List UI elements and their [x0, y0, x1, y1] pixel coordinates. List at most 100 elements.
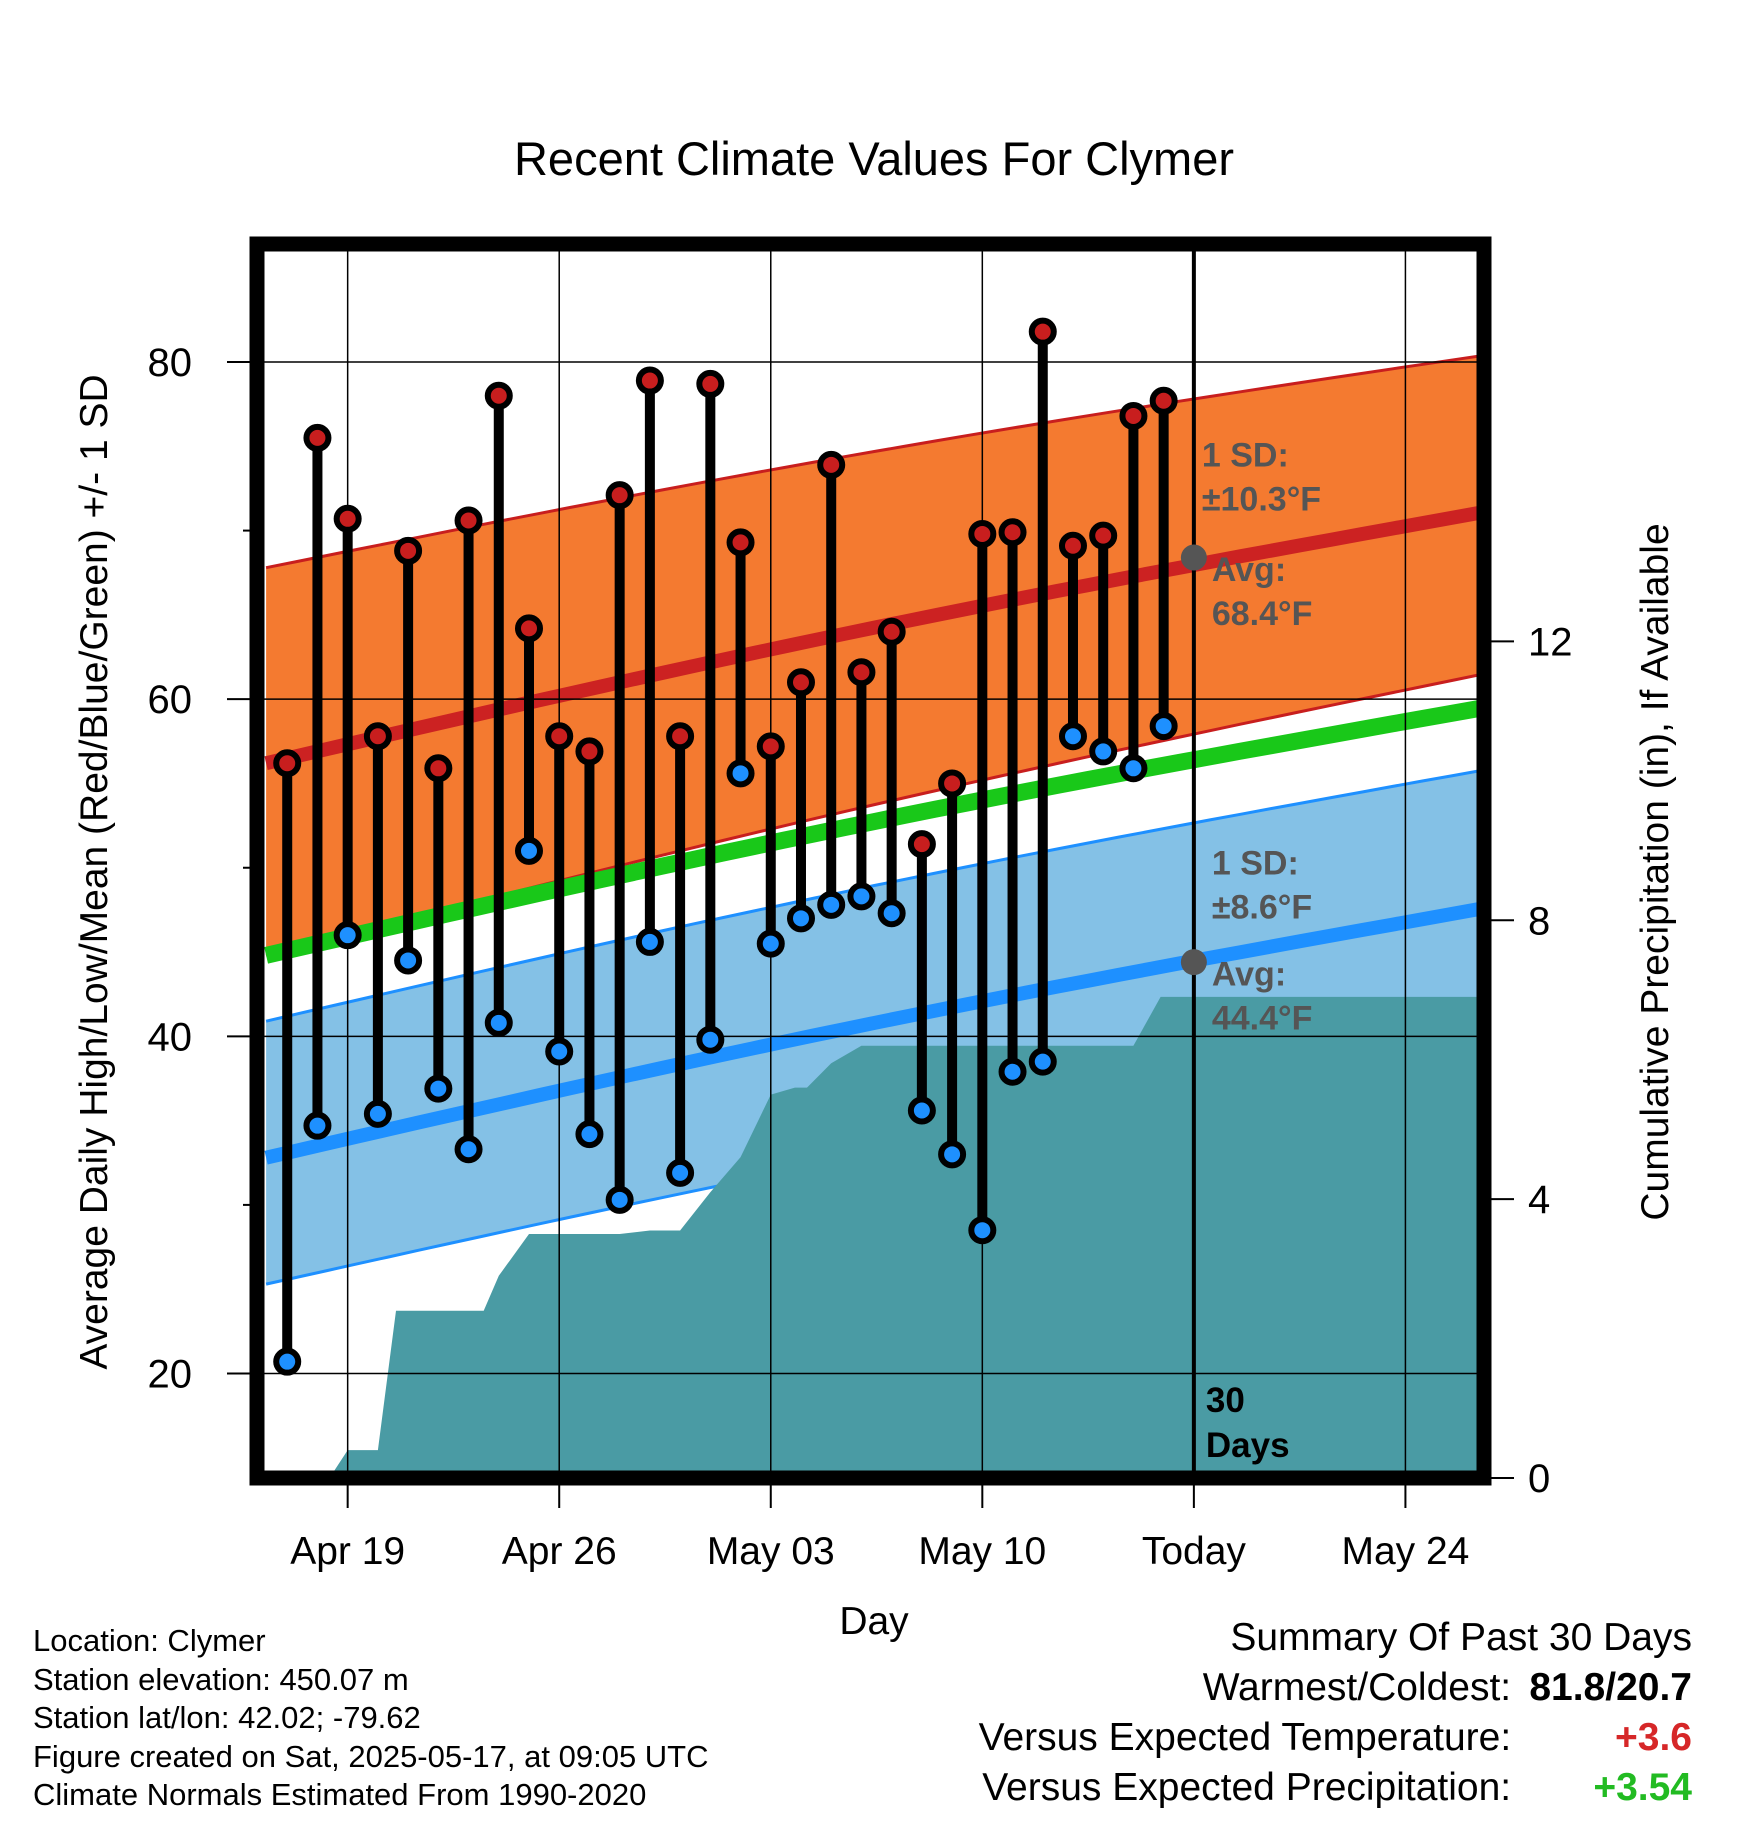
- daily-low-point: [1028, 1047, 1057, 1076]
- daily-high-point: [273, 749, 302, 778]
- high-avg-value: 68.4°F: [1212, 595, 1313, 633]
- daily-high-point: [424, 754, 453, 783]
- warm-cold-row: Warmest/Coldest: 81.8/20.7: [979, 1663, 1692, 1713]
- temp-value: +3.6: [1615, 1716, 1692, 1759]
- daily-high-point: [363, 722, 392, 751]
- daily-low-point: [333, 921, 362, 950]
- temp-row: Versus Expected Temperature: +3.6: [979, 1713, 1692, 1763]
- high-sd-label: 1 SD:: [1202, 437, 1289, 475]
- daily-low-point: [635, 927, 664, 956]
- daily-low-point: [484, 1008, 513, 1037]
- daily-low-point: [545, 1037, 574, 1066]
- y2-axis-label: Cumulative Precipitation (in), If Availa…: [1634, 523, 1677, 1220]
- daily-high-point: [514, 614, 543, 643]
- daily-high-point: [1119, 401, 1148, 430]
- summary-title: Summary Of Past 30 Days: [1230, 1616, 1692, 1659]
- temp-label: Versus Expected Temperature:: [978, 1716, 1512, 1759]
- daily-low-point: [514, 836, 543, 865]
- x-axis-label: Day: [839, 1600, 909, 1643]
- daily-low-point: [786, 904, 815, 933]
- high-sd-value: ±10.3°F: [1202, 480, 1321, 518]
- y-tick-label: 60: [148, 678, 193, 722]
- daily-low-point: [938, 1140, 967, 1169]
- today-high-avg-marker: [1180, 544, 1207, 571]
- elevation-text: Station elevation: 450.07 m: [33, 1661, 409, 1697]
- high-avg-label: Avg:: [1212, 551, 1286, 589]
- daily-high-point: [968, 519, 997, 548]
- daily-high-point: [303, 423, 332, 452]
- daily-low-point: [968, 1216, 997, 1245]
- plot-inner: [257, 244, 1484, 1478]
- daily-high-point: [1089, 521, 1118, 550]
- daily-high-point: [454, 506, 483, 535]
- daily-high-point: [1058, 531, 1087, 560]
- x-tick-label: Apr 26: [502, 1530, 617, 1573]
- daily-high-point: [817, 450, 846, 479]
- daily-high-point: [575, 737, 604, 766]
- daily-high-point: [786, 668, 815, 697]
- created-text: Figure created on Sat, 2025-05-17, at 09…: [33, 1738, 709, 1774]
- daily-low-point: [847, 882, 876, 911]
- daily-low-point: [998, 1057, 1027, 1086]
- y2-tick-label: 12: [1528, 620, 1573, 664]
- daily-low-point: [666, 1158, 695, 1187]
- location-text: Location: Clymer: [33, 1623, 266, 1658]
- daily-low-point: [817, 890, 846, 919]
- daily-low-point: [363, 1099, 392, 1128]
- daily-low-point: [424, 1074, 453, 1103]
- y2-tick-label: 8: [1528, 899, 1550, 943]
- daily-low-point: [696, 1025, 725, 1054]
- y-tick-label: 20: [148, 1352, 193, 1396]
- low-sd-value: ±8.6°F: [1212, 888, 1312, 926]
- daily-high-point: [877, 617, 906, 646]
- daily-high-point: [333, 504, 362, 533]
- daily-low-point: [273, 1347, 302, 1376]
- daily-low-point: [454, 1135, 483, 1164]
- y2-tick-label: 0: [1528, 1457, 1550, 1501]
- daily-low-point: [605, 1185, 634, 1214]
- precip-row: Versus Expected Precipitation: +3.54: [979, 1763, 1692, 1813]
- normals-note-text: Climate Normals Estimated From 1990-2020: [33, 1777, 647, 1812]
- daily-low-point: [1119, 754, 1148, 783]
- low-avg-value: 44.4°F: [1212, 1000, 1313, 1038]
- plot-area: 1 SD: ±10.3°F Avg: 68.4°F 1 SD: ±8.6°F Avg: 44.…: [148, 236, 1573, 1573]
- days-window-unit: Days: [1206, 1426, 1290, 1465]
- daily-low-point: [726, 759, 755, 788]
- daily-low-point: [303, 1111, 332, 1140]
- y-tick-label: 80: [148, 341, 193, 385]
- warm-cold-label: Warmest/Coldest:: [1202, 1666, 1512, 1709]
- daily-low-point: [1058, 722, 1087, 751]
- daily-high-point: [605, 481, 634, 510]
- daily-high-point: [907, 830, 936, 859]
- y2-tick-label: 4: [1528, 1178, 1550, 1222]
- latlon-text: Station lat/lon: 42.02; -79.62: [33, 1700, 421, 1735]
- summary-panel: Summary Of Past 30 Days Warmest/Coldest:…: [979, 1613, 1692, 1813]
- low-sd-label: 1 SD:: [1212, 844, 1299, 882]
- daily-high-point: [1149, 386, 1178, 415]
- daily-high-point: [484, 381, 513, 410]
- daily-high-point: [545, 722, 574, 751]
- daily-low-point: [756, 929, 785, 958]
- y-axis-label: Average Daily High/Low/Mean (Red/Blue/Gr…: [73, 374, 116, 1369]
- daily-high-point: [756, 732, 785, 761]
- plot-frame: [249, 236, 1492, 1486]
- daily-high-point: [394, 536, 423, 565]
- x-tick-label: Apr 19: [290, 1530, 405, 1573]
- daily-low-point: [877, 899, 906, 928]
- daily-low-point: [1089, 737, 1118, 766]
- x-tick-label: May 24: [1341, 1530, 1469, 1573]
- station-info: Location: Clymer Station elevation: 450.…: [33, 1622, 709, 1815]
- daily-high-point: [847, 658, 876, 687]
- daily-high-point: [998, 518, 1027, 547]
- precip-label: Versus Expected Precipitation:: [982, 1766, 1512, 1809]
- daily-low-point: [575, 1120, 604, 1149]
- daily-high-point: [726, 528, 755, 557]
- x-tick-label: Today: [1142, 1530, 1247, 1573]
- high-sd-band: [266, 355, 1484, 956]
- y-tick-label: 40: [148, 1015, 193, 1059]
- daily-high-point: [938, 769, 967, 798]
- warm-cold-value: 81.8/20.7: [1529, 1666, 1692, 1709]
- x-tick-label: May 03: [707, 1530, 835, 1573]
- chart-title: Recent Climate Values For Clymer: [514, 132, 1234, 185]
